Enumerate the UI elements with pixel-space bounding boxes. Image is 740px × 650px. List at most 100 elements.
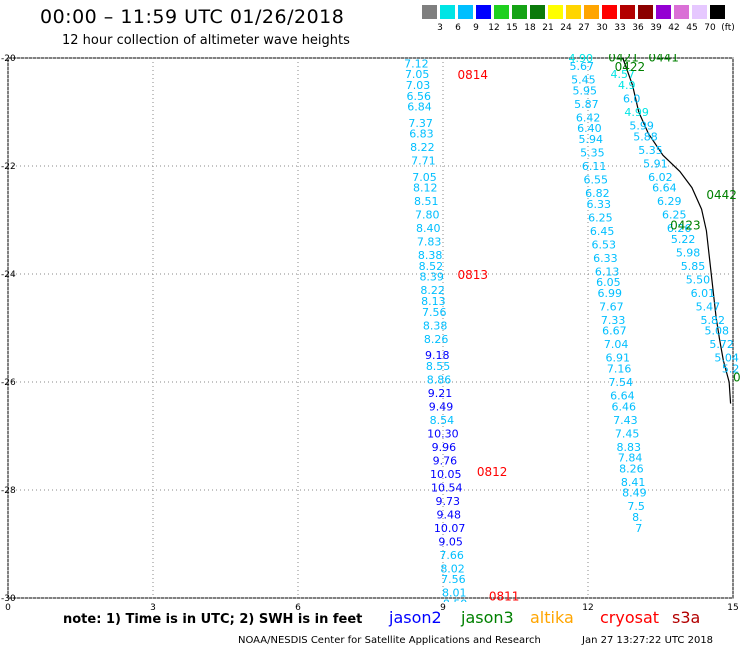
- legend-swatch: [620, 5, 635, 19]
- swh-value: 7.84: [618, 452, 643, 465]
- swh-value: 6.67: [602, 325, 627, 338]
- swh-value: 8.55: [426, 360, 451, 373]
- pass-label: 0813: [458, 268, 489, 282]
- swh-value: 6.02: [648, 171, 673, 184]
- swh-value: 5.50: [686, 273, 711, 286]
- swh-value: 7.67: [599, 300, 624, 313]
- pass-label: 0423: [670, 218, 701, 232]
- plot-frame: [7, 57, 734, 599]
- swh-value: 10.05: [430, 468, 462, 481]
- swh-value: 5.88: [633, 130, 658, 143]
- swh-value: 8.02: [440, 562, 465, 575]
- swh-value: 5.47: [696, 300, 721, 313]
- legend-label: 45: [686, 23, 698, 33]
- swh-value: 7.83: [417, 236, 442, 249]
- legend-label: 21: [542, 23, 554, 33]
- swh-value: 9.21: [428, 387, 453, 400]
- legend-swatch: [458, 5, 473, 19]
- swh-value: 8.51: [414, 195, 439, 208]
- swh-value: 6.01: [691, 287, 716, 300]
- swh-value: 8.54: [430, 414, 455, 427]
- swh-value: 7.03: [406, 79, 431, 92]
- satellite-jason3: jason3: [461, 608, 514, 627]
- legend-label: 30: [596, 23, 608, 33]
- legend-swatch: [422, 5, 437, 19]
- swh-value: 7.37: [408, 117, 433, 130]
- legend-label: 15: [506, 23, 518, 33]
- swh-value: 10.54: [431, 481, 463, 494]
- swh-value: 7.54: [609, 376, 634, 389]
- swh-value: 8.22: [410, 141, 435, 154]
- swh-value: 5.67: [570, 60, 595, 73]
- swh-value: 6.25: [588, 211, 613, 224]
- legend-label: 18: [524, 23, 536, 33]
- legend-label: 24: [560, 23, 572, 33]
- legend-swatch: [584, 5, 599, 19]
- legend-label: 42: [668, 23, 680, 33]
- swh-value: 6.29: [657, 195, 682, 208]
- swh-value: 6.91: [606, 352, 631, 365]
- pass-label: 0811: [489, 589, 520, 603]
- x-tick-label: 9: [440, 603, 446, 613]
- swh-value: 8.39: [419, 271, 444, 284]
- swh-value: 4.9: [618, 79, 636, 92]
- legend-swatch: [512, 5, 527, 19]
- swh-value: 8.22: [420, 284, 445, 297]
- swh-value: 8.12: [413, 182, 438, 195]
- swh-value: 6.11: [582, 160, 607, 173]
- footer-credit: NOAA/NESDIS Center for Satellite Applica…: [238, 635, 541, 646]
- legend-label: 39: [650, 23, 662, 33]
- swh-value: 5.72: [709, 338, 734, 351]
- legend-swatch: [674, 5, 689, 19]
- swh-value: 8.52: [419, 260, 444, 273]
- track-layer: 7.127.057.036.566.847.376.838.227.717.05…: [404, 54, 740, 610]
- swh-value: 5.91: [643, 157, 668, 170]
- pass-label: 0442: [706, 188, 737, 202]
- y-tick-label: -22: [1, 162, 16, 172]
- swh-value: 8.83: [617, 441, 642, 454]
- swh-value: 5.94: [579, 133, 604, 146]
- swh-value: 7.71: [411, 155, 436, 168]
- pass-label: 0812: [477, 465, 508, 479]
- swh-value: 5.45: [571, 74, 596, 87]
- swh-value: 8.40: [416, 222, 441, 235]
- y-tick-label: -26: [1, 378, 16, 388]
- legend-swatch: [656, 5, 671, 19]
- swh-value: 5.95: [573, 84, 598, 97]
- swh-value: 6.53: [592, 238, 617, 251]
- swh-value: 8.86: [427, 373, 452, 386]
- swh-value: 6.84: [407, 101, 432, 114]
- satellite-altika: altika: [530, 608, 574, 627]
- swh-value: 5.82: [701, 314, 726, 327]
- swh-value: 7.33: [601, 314, 626, 327]
- swh-value: 6.46: [612, 400, 637, 413]
- map-title: 00:00 – 11:59 UTC 01/26/2018: [40, 6, 345, 28]
- swh-value: 9.05: [438, 535, 463, 548]
- swh-value: 8.38: [418, 249, 443, 262]
- legend-swatch: [476, 5, 491, 19]
- swh-value: 9.96: [432, 441, 457, 454]
- legend-label: 27: [578, 23, 590, 33]
- legend-swatch: [566, 5, 581, 19]
- note-text: note: 1) Time is in UTC; 2) SWH is in fe…: [63, 612, 363, 627]
- swh-value: 6.83: [409, 128, 434, 141]
- swh-value: 7.43: [613, 414, 638, 427]
- swh-value: 7.5: [627, 500, 645, 513]
- x-tick-label: 3: [150, 603, 156, 613]
- swh-value: 6.33: [587, 198, 612, 211]
- swh-value: 5.85: [681, 260, 706, 273]
- swh-value: 7.56: [422, 306, 447, 319]
- y-tick-label: -28: [1, 486, 16, 496]
- legend-swatch: [530, 5, 545, 19]
- swh-value: 6.55: [584, 174, 609, 187]
- x-tick-label: 15: [727, 603, 738, 613]
- swh-value: 5.08: [704, 325, 729, 338]
- legend-label: 3: [437, 23, 443, 33]
- swh-value: 8.59: [443, 597, 468, 610]
- swh-color-legend: 3 6 9 12 15 18 21 24 27 30 33 36 39 42 45 70 (ft): [422, 5, 735, 35]
- pass-label: 0814: [458, 68, 489, 82]
- swh-value: 9.48: [436, 508, 461, 521]
- legend-swatch: [494, 5, 509, 19]
- legend-label: 70: [704, 23, 716, 33]
- legend-label: 9: [473, 23, 479, 33]
